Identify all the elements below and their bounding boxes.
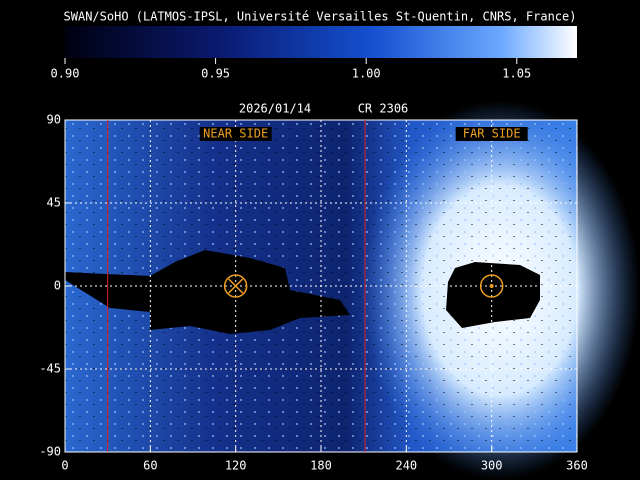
colorbar-tick-label: 0.95 [201,67,230,81]
x-tick-label: 120 [225,459,247,473]
date-label: 2026/01/14 [239,102,311,116]
y-tick-label: -45 [39,362,61,376]
marker-cross [228,278,244,294]
annotation-label: NEAR SIDE [203,127,268,141]
annotation-box [199,127,272,141]
colorbar [65,26,577,58]
x-tick-label: 300 [481,459,503,473]
colorbar-tick-label: 1.05 [502,67,531,81]
marker-dot [489,284,494,288]
map [65,100,640,480]
x-tick-label: 60 [143,459,157,473]
map-frame [64,119,578,453]
x-tick-label: 0 [61,459,68,473]
x-tick-label: 240 [395,459,417,473]
colorbar-tick-label: 1.00 [352,67,381,81]
y-tick-label: 45 [47,196,61,210]
far-side-gap [446,262,540,328]
y-tick-label: 0 [54,279,61,293]
chart-title: SWAN/SoHO (LATMOS-IPSL, Université Versa… [64,10,577,24]
colorbar-tick-label: 0.90 [51,67,80,81]
annotation-label: FAR SIDE [463,127,521,141]
near-side-gap [65,250,350,334]
direction-marker [223,274,248,298]
y-tick-label: -90 [39,445,61,459]
y-tick-label: 90 [47,113,61,127]
x-tick-label: 180 [310,459,332,473]
annotation-box [455,127,528,141]
direction-marker [479,274,504,298]
rotation-label: CR 2306 [358,102,409,116]
x-tick-label: 360 [566,459,588,473]
